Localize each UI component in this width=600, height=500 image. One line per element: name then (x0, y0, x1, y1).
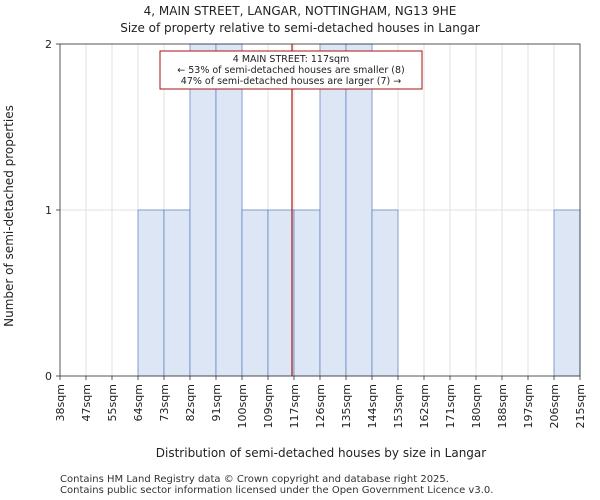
y-tick-labels: 0 1 2 (45, 38, 60, 383)
annotation-line3: 47% of semi-detached houses are larger (… (181, 76, 401, 87)
bar-126sqm (319, 43, 347, 377)
annotation-line1: 4 MAIN STREET: 117sqm (233, 54, 349, 65)
bar-73sqm (163, 209, 191, 377)
x-tick-label: 100sqm (236, 384, 249, 428)
bar-117sqm (293, 209, 321, 377)
y-tick-label: 0 (45, 370, 52, 383)
x-tick-label: 55sqm (106, 384, 119, 421)
x-tick-label: 144sqm (366, 384, 379, 428)
footer-line1: Contains HM Land Registry data © Crown c… (60, 474, 449, 485)
chart-title: 4, MAIN STREET, LANGAR, NOTTINGHAM, NG13… (143, 4, 457, 18)
x-tick-label: 215sqm (574, 384, 587, 428)
chart-subtitle: Size of property relative to semi-detach… (120, 21, 480, 35)
y-axis-label: Number of semi-detached properties (2, 105, 16, 327)
x-axis-label: Distribution of semi-detached houses by … (156, 446, 487, 460)
bar-91sqm (215, 43, 243, 377)
annotation-box: 4 MAIN STREET: 117sqm ← 53% of semi-deta… (159, 50, 423, 90)
bar-144sqm (371, 209, 399, 377)
x-tick-label: 73sqm (158, 384, 171, 421)
x-tick-label: 135sqm (340, 384, 353, 428)
x-tick-label: 117sqm (288, 384, 301, 428)
x-tick-label: 162sqm (418, 384, 431, 428)
y-tick-label: 1 (45, 204, 52, 217)
bar-135sqm (345, 43, 373, 377)
x-tick-label: 38sqm (54, 384, 67, 421)
y-tick-label: 2 (45, 38, 52, 51)
x-tick-labels: 38sqm 47sqm 55sqm 64sqm 73sqm 82sqm 91sqm 100sq… (54, 376, 587, 428)
bar-109sqm (267, 209, 295, 377)
bars (137, 43, 581, 377)
x-tick-label: 47sqm (80, 384, 93, 421)
footer-line2: Contains public sector information licen… (60, 485, 494, 496)
x-tick-label: 171sqm (444, 384, 457, 428)
x-tick-label: 153sqm (392, 384, 405, 428)
bar-82sqm (189, 43, 217, 377)
x-tick-label: 109sqm (262, 384, 275, 428)
bar-206sqm (553, 209, 581, 377)
x-tick-label: 64sqm (132, 384, 145, 421)
x-tick-label: 206sqm (548, 384, 561, 428)
bar-100sqm (241, 209, 269, 377)
x-tick-label: 82sqm (184, 384, 197, 421)
annotation-line2: ← 53% of semi-detached houses are smalle… (177, 65, 405, 76)
x-tick-label: 126sqm (314, 384, 327, 428)
x-tick-label: 91sqm (210, 384, 223, 421)
bar-64sqm (137, 209, 165, 377)
x-tick-label: 188sqm (496, 384, 509, 428)
x-tick-label: 180sqm (470, 384, 483, 428)
x-tick-label: 197sqm (522, 384, 535, 428)
